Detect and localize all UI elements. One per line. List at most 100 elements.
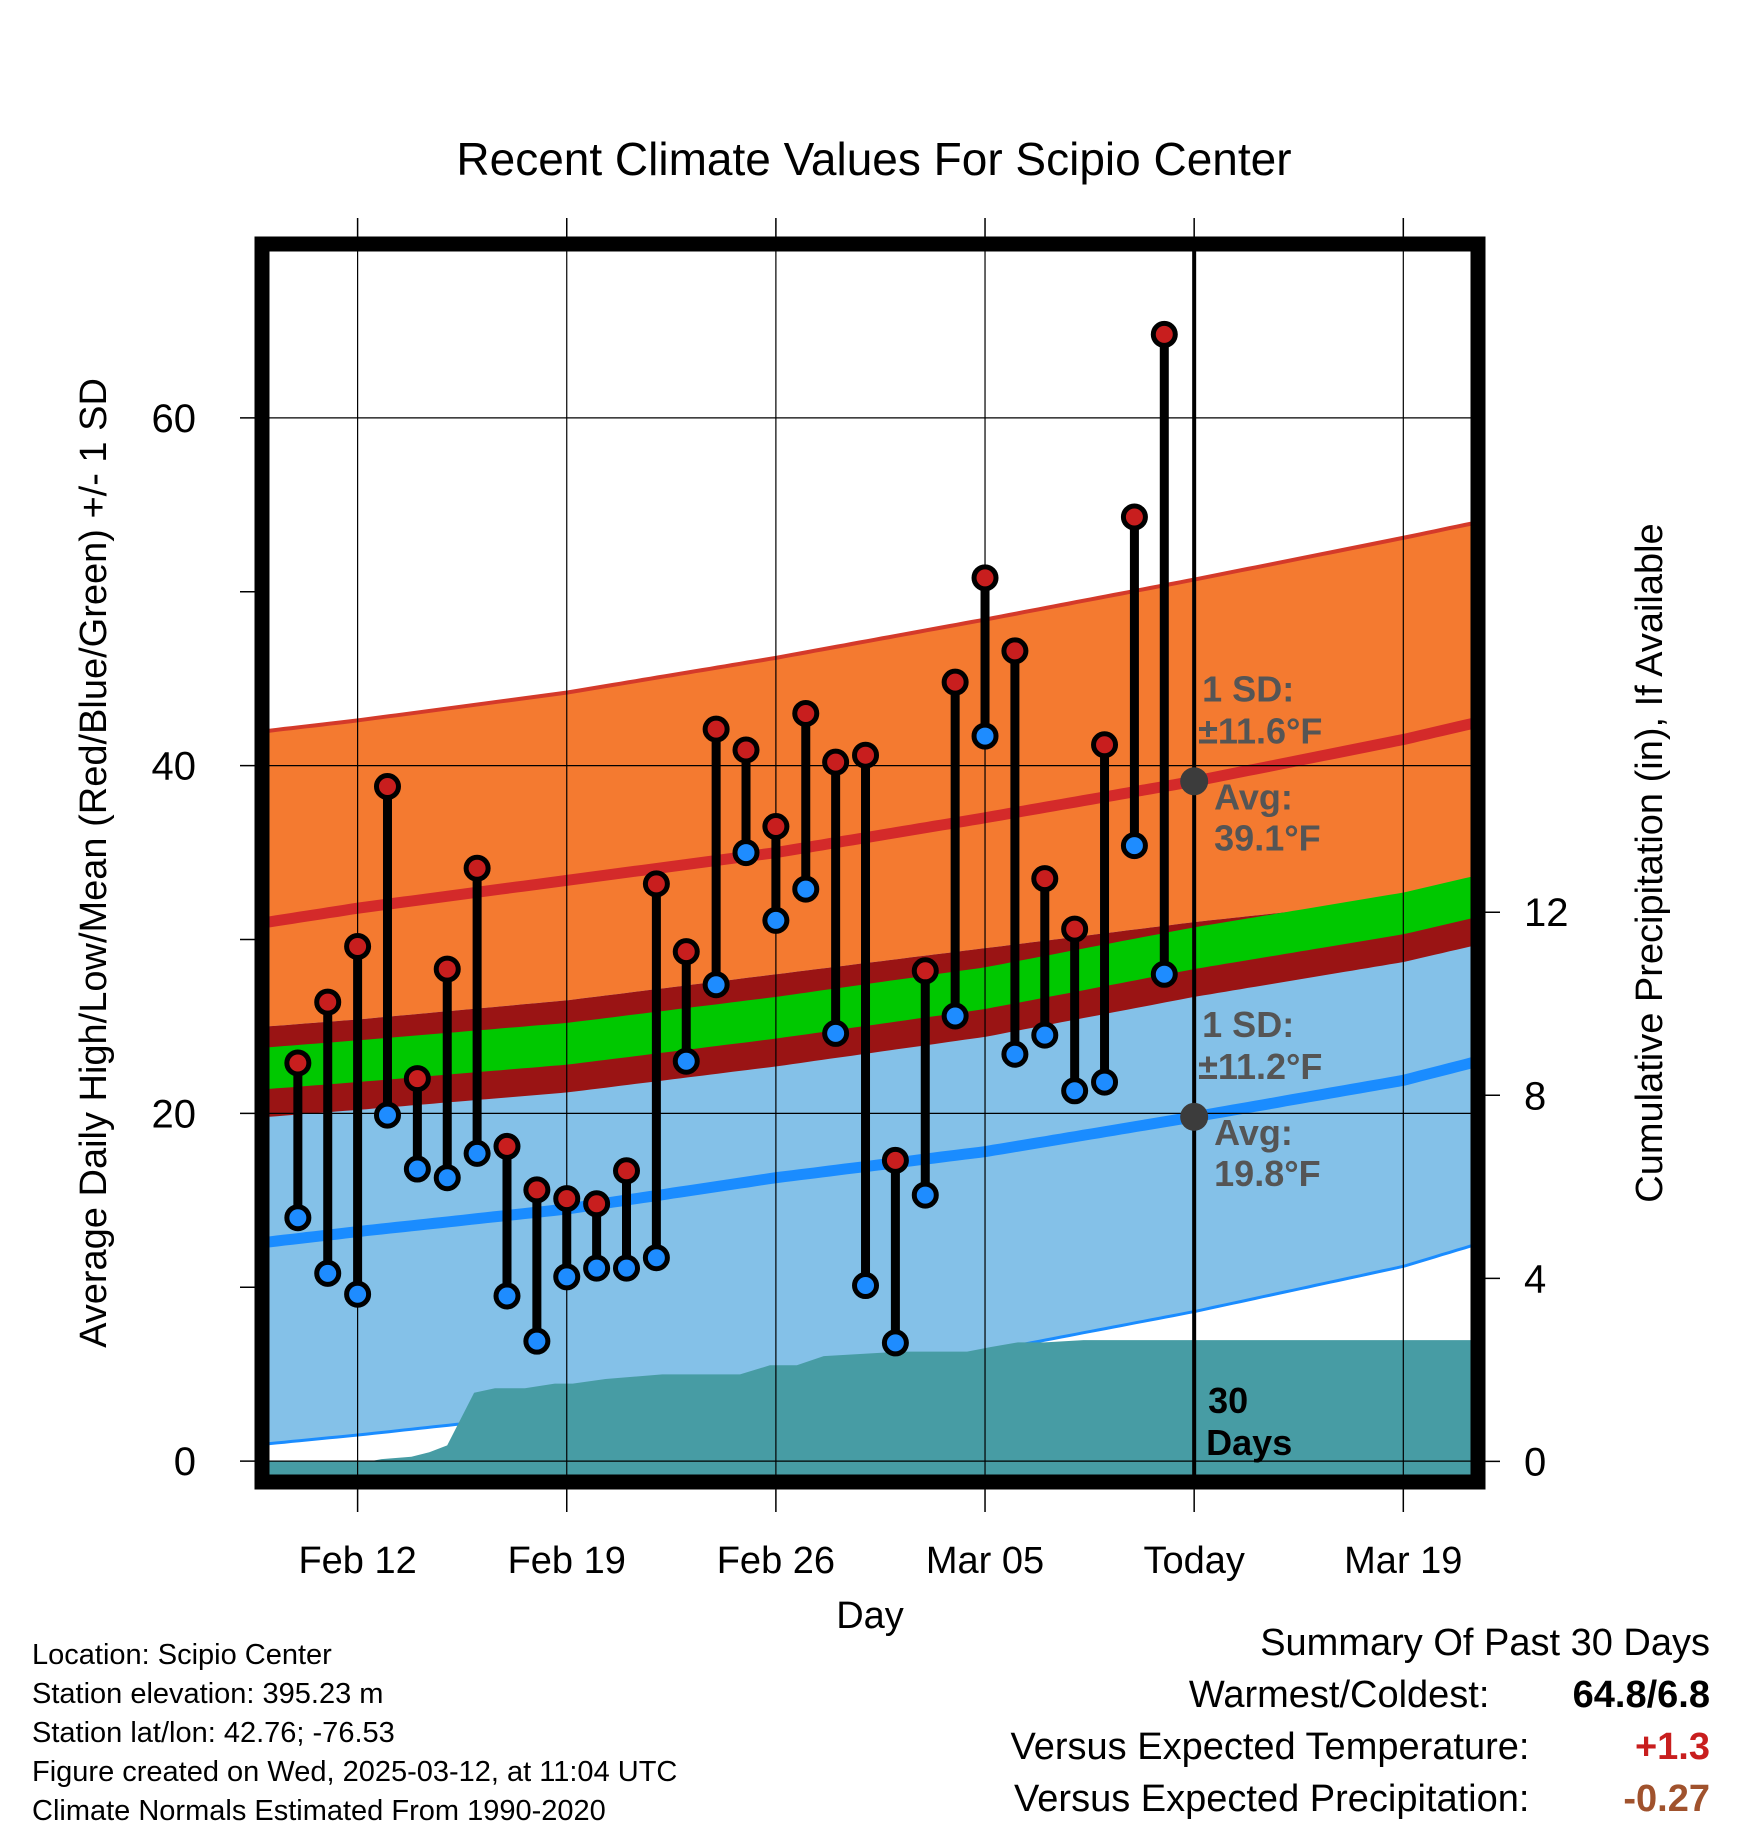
daily-high-point bbox=[493, 1132, 521, 1160]
daily-low-point bbox=[583, 1254, 611, 1282]
low-avg-value: 19.8°F bbox=[1214, 1153, 1320, 1194]
daily-high-point bbox=[911, 957, 939, 985]
daily-high-point bbox=[941, 668, 969, 696]
axes: Feb 12 Feb 19 Feb 26 Mar 05 Today Mar 19 0 20 40… bbox=[152, 218, 1569, 1582]
daily-low-point bbox=[1001, 1040, 1029, 1068]
summary-precipitation: Versus Expected Precipitation: -0.27 bbox=[1014, 1778, 1710, 1821]
daily-low-point bbox=[792, 875, 820, 903]
low-today-normal-marker bbox=[1180, 1102, 1209, 1131]
daily-low-point bbox=[463, 1139, 491, 1167]
info-location: Location: Scipio Center bbox=[32, 1639, 332, 1671]
info-latlon: Station lat/lon: 42.76; -76.53 bbox=[32, 1717, 395, 1749]
daily-low-point bbox=[762, 906, 790, 934]
daily-high-point bbox=[1091, 731, 1119, 759]
info-normals: Climate Normals Estimated From 1990-2020 bbox=[32, 1795, 606, 1827]
daily-low-point bbox=[1150, 960, 1178, 988]
window-label-number: 30 bbox=[1208, 1380, 1248, 1421]
x-tick-label: Today bbox=[1143, 1540, 1244, 1582]
high-plus-sd-line bbox=[262, 521, 1473, 733]
x-tick-label: Feb 12 bbox=[298, 1540, 416, 1582]
daily-low-point bbox=[523, 1327, 551, 1355]
precipitation-area bbox=[262, 1340, 1478, 1482]
y-tick-label-right: 8 bbox=[1524, 1074, 1546, 1118]
daily-low-point bbox=[1031, 1021, 1059, 1049]
precipitation-label: Versus Expected Precipitation: bbox=[1014, 1778, 1530, 1820]
daily-low-point bbox=[822, 1019, 850, 1047]
plot-frame bbox=[254, 236, 1486, 1490]
daily-high-point bbox=[762, 812, 790, 840]
daily-high-point bbox=[373, 772, 401, 800]
daily-low-point bbox=[314, 1259, 342, 1287]
summary-title: Summary Of Past 30 Days bbox=[1260, 1622, 1710, 1664]
warmest-coldest-value: 64.8/6.8 bbox=[1572, 1674, 1710, 1716]
daily-low-point bbox=[344, 1280, 372, 1308]
y-tick-label-left: 60 bbox=[152, 397, 197, 441]
daily-high-point bbox=[613, 1157, 641, 1185]
daily-high-point bbox=[852, 741, 880, 769]
daily-high-point bbox=[1001, 637, 1029, 665]
daily-low-point bbox=[1120, 832, 1148, 860]
daily-high-point bbox=[1120, 503, 1148, 531]
daily-high-point bbox=[672, 938, 700, 966]
daily-high-point bbox=[822, 748, 850, 776]
x-tick-label: Feb 19 bbox=[508, 1540, 626, 1582]
daily-low-point bbox=[672, 1047, 700, 1075]
y-tick-label-left: 40 bbox=[152, 745, 197, 789]
daily-high-point bbox=[583, 1190, 611, 1218]
daily-low-point bbox=[493, 1282, 521, 1310]
y-tick-label-left: 20 bbox=[152, 1092, 197, 1136]
warmest-coldest-label: Warmest/Coldest: bbox=[1188, 1674, 1490, 1716]
high-avg-label: Avg: bbox=[1214, 776, 1293, 817]
precipitation-value: -0.27 bbox=[1623, 1778, 1710, 1820]
x-tick-label: Mar 05 bbox=[926, 1540, 1044, 1582]
low-avg-label: Avg: bbox=[1214, 1112, 1293, 1153]
daily-low-point bbox=[732, 839, 760, 867]
x-tick-label: Feb 26 bbox=[717, 1540, 835, 1582]
daily-low-point bbox=[941, 1002, 969, 1030]
daily-high-point bbox=[1150, 320, 1178, 348]
low-sd-label: 1 SD: bbox=[1202, 1004, 1294, 1045]
daily-high-point bbox=[971, 564, 999, 592]
temperature-label: Versus Expected Temperature: bbox=[1010, 1726, 1530, 1768]
daily-high-point bbox=[314, 988, 342, 1016]
summary-warmest-coldest: Warmest/Coldest: 64.8/6.8 bbox=[1189, 1674, 1710, 1717]
info-elevation: Station elevation: 395.23 m bbox=[32, 1678, 384, 1710]
y-axis-label-right: Cumulative Precipitation (in), If Availa… bbox=[1629, 523, 1671, 1202]
daily-high-point bbox=[702, 715, 730, 743]
daily-low-point bbox=[1061, 1077, 1089, 1105]
y-tick-label-right: 0 bbox=[1524, 1440, 1546, 1484]
daily-low-point bbox=[433, 1164, 461, 1192]
high-sd-value: ±11.6°F bbox=[1198, 710, 1322, 751]
high-today-normal-marker bbox=[1180, 767, 1209, 796]
daily-low-point bbox=[553, 1263, 581, 1291]
daily-high-point bbox=[1031, 865, 1059, 893]
daily-low-point bbox=[971, 722, 999, 750]
daily-low-point bbox=[642, 1244, 670, 1272]
daily-high-point bbox=[523, 1176, 551, 1204]
observations bbox=[284, 320, 1178, 1357]
daily-high-point bbox=[792, 699, 820, 727]
daily-low-point bbox=[613, 1254, 641, 1282]
info-created: Figure created on Wed, 2025-03-12, at 11… bbox=[32, 1756, 678, 1788]
daily-low-point bbox=[373, 1101, 401, 1129]
daily-high-point bbox=[284, 1049, 312, 1077]
x-tick-label: Mar 19 bbox=[1344, 1540, 1462, 1582]
daily-low-point bbox=[852, 1272, 880, 1300]
y-axis-label-left: Average Daily High/Low/Mean (Red/Blue/Gr… bbox=[73, 378, 115, 1348]
high-avg-value: 39.1°F bbox=[1214, 817, 1320, 858]
temperature-value: +1.3 bbox=[1634, 1726, 1710, 1768]
daily-low-point bbox=[1091, 1068, 1119, 1096]
daily-high-point bbox=[344, 932, 372, 960]
daily-high-point bbox=[463, 854, 491, 882]
summary-temperature: Versus Expected Temperature: +1.3 bbox=[1011, 1726, 1710, 1769]
daily-high-point bbox=[1061, 915, 1089, 943]
chart-title: Recent Climate Values For Scipio Center bbox=[456, 133, 1291, 185]
y-tick-label-right: 4 bbox=[1524, 1257, 1546, 1301]
daily-high-point bbox=[553, 1185, 581, 1213]
avg-band bbox=[262, 876, 1472, 1089]
daily-low-point bbox=[881, 1329, 909, 1357]
x-axis-label: Day bbox=[836, 1595, 904, 1637]
daily-high-point bbox=[881, 1146, 909, 1174]
